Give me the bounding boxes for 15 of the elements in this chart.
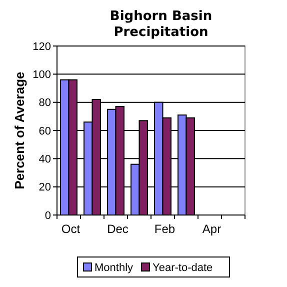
y-tick-label: 0 — [44, 210, 51, 222]
y-tick-label: 80 — [38, 97, 51, 110]
x-tick-label: Feb — [154, 222, 176, 236]
y-tick-label: 60 — [38, 125, 51, 138]
x-tick-label: Apr — [202, 222, 222, 236]
y-axis-title: Percent of Average — [12, 72, 27, 190]
x-tick-label: Dec — [107, 222, 128, 236]
y-tick-label: 120 — [32, 40, 51, 53]
y-tick-label: 40 — [38, 154, 51, 166]
y-tick-label: 20 — [38, 182, 51, 194]
y-tick-label: 100 — [32, 69, 51, 82]
legend-label: Monthly — [94, 262, 134, 274]
x-tick-label: Oct — [61, 222, 81, 236]
legend-label: Year-to-date — [152, 262, 213, 274]
chart-title: Bighorn Basin Precipitation — [110, 9, 212, 40]
